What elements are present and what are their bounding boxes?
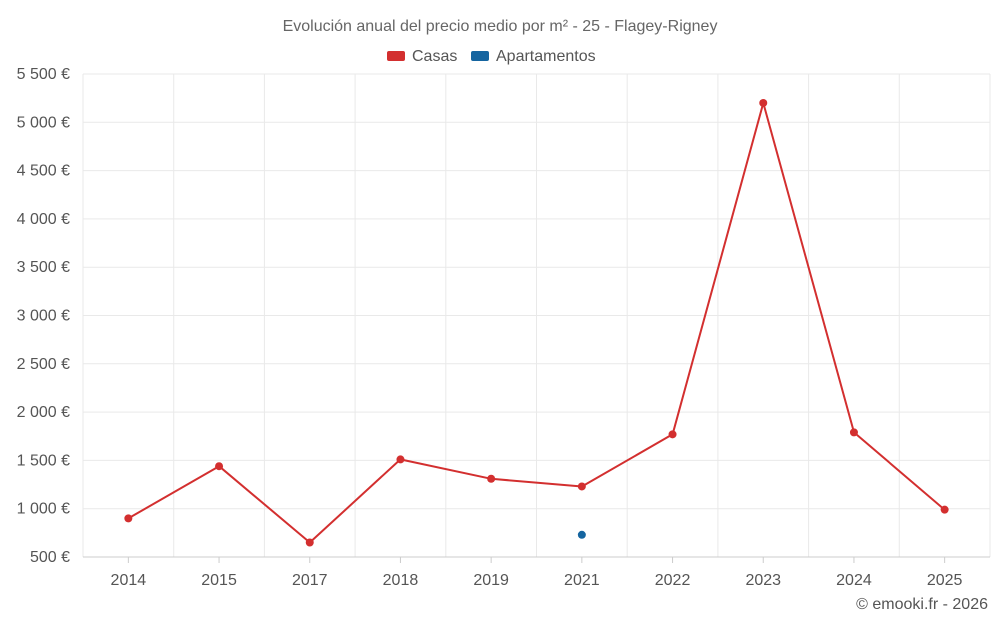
y-tick-label: 2 000 € (17, 404, 70, 421)
x-tick-label: 2017 (292, 572, 328, 589)
x-tick-label: 2018 (383, 572, 419, 589)
data-point-casas[interactable] (759, 98, 768, 107)
data-point-casas[interactable] (487, 474, 496, 483)
grid (82, 73, 991, 558)
data-point-casas[interactable] (305, 538, 314, 547)
x-tick-label: 2015 (201, 572, 237, 589)
x-tick-label: 2019 (473, 572, 509, 589)
data-point-casas[interactable] (849, 428, 858, 437)
data-point-casas[interactable] (940, 505, 949, 514)
data-point-casas[interactable] (396, 455, 405, 464)
y-tick-label: 3 000 € (17, 308, 70, 325)
series-line-casas (127, 102, 946, 544)
legend-swatch-apartamentos (471, 51, 489, 61)
y-tick-label: 1 000 € (17, 501, 70, 518)
data-point-apartamentos[interactable] (577, 530, 586, 539)
legend-label-apartamentos: Apartamentos (496, 48, 596, 65)
legend: Casas Apartamentos (387, 48, 596, 65)
x-axis-ticks: 2014 2015 2017 2018 2019 2021 2022 2023 2024 2025 (111, 557, 963, 589)
y-tick-label: 2 500 € (17, 356, 70, 373)
legend-item-apartamentos[interactable]: Apartamentos (471, 48, 596, 65)
x-tick-label: 2021 (564, 572, 600, 589)
data-point-casas[interactable] (215, 462, 224, 471)
y-tick-label: 4 500 € (17, 163, 70, 180)
y-tick-label: 5 500 € (17, 66, 70, 83)
data-point-casas[interactable] (577, 482, 586, 491)
data-point-casas[interactable] (668, 430, 677, 439)
y-tick-label: 5 000 € (17, 114, 70, 131)
y-tick-label: 4 000 € (17, 211, 70, 228)
y-axis-ticks: 500 € 1 000 € 1 500 € 2 000 € 2 500 € 3 000 €… (17, 66, 70, 566)
y-tick-label: 1 500 € (17, 452, 70, 469)
credit-text: © emooki.fr - 2026 (856, 596, 988, 613)
x-tick-label: 2023 (745, 572, 781, 589)
legend-swatch-casas (387, 51, 405, 61)
x-tick-label: 2014 (111, 572, 147, 589)
x-tick-label: 2022 (655, 572, 691, 589)
x-tick-label: 2024 (836, 572, 872, 589)
series-layer (124, 98, 949, 547)
legend-label-casas: Casas (412, 48, 457, 65)
y-tick-label: 500 € (30, 549, 70, 566)
data-point-casas[interactable] (124, 514, 133, 523)
legend-item-casas[interactable]: Casas (387, 48, 457, 65)
x-tick-label: 2025 (927, 572, 963, 589)
chart-title: Evolución anual del precio medio por m² … (283, 18, 718, 35)
y-tick-label: 3 500 € (17, 259, 70, 276)
